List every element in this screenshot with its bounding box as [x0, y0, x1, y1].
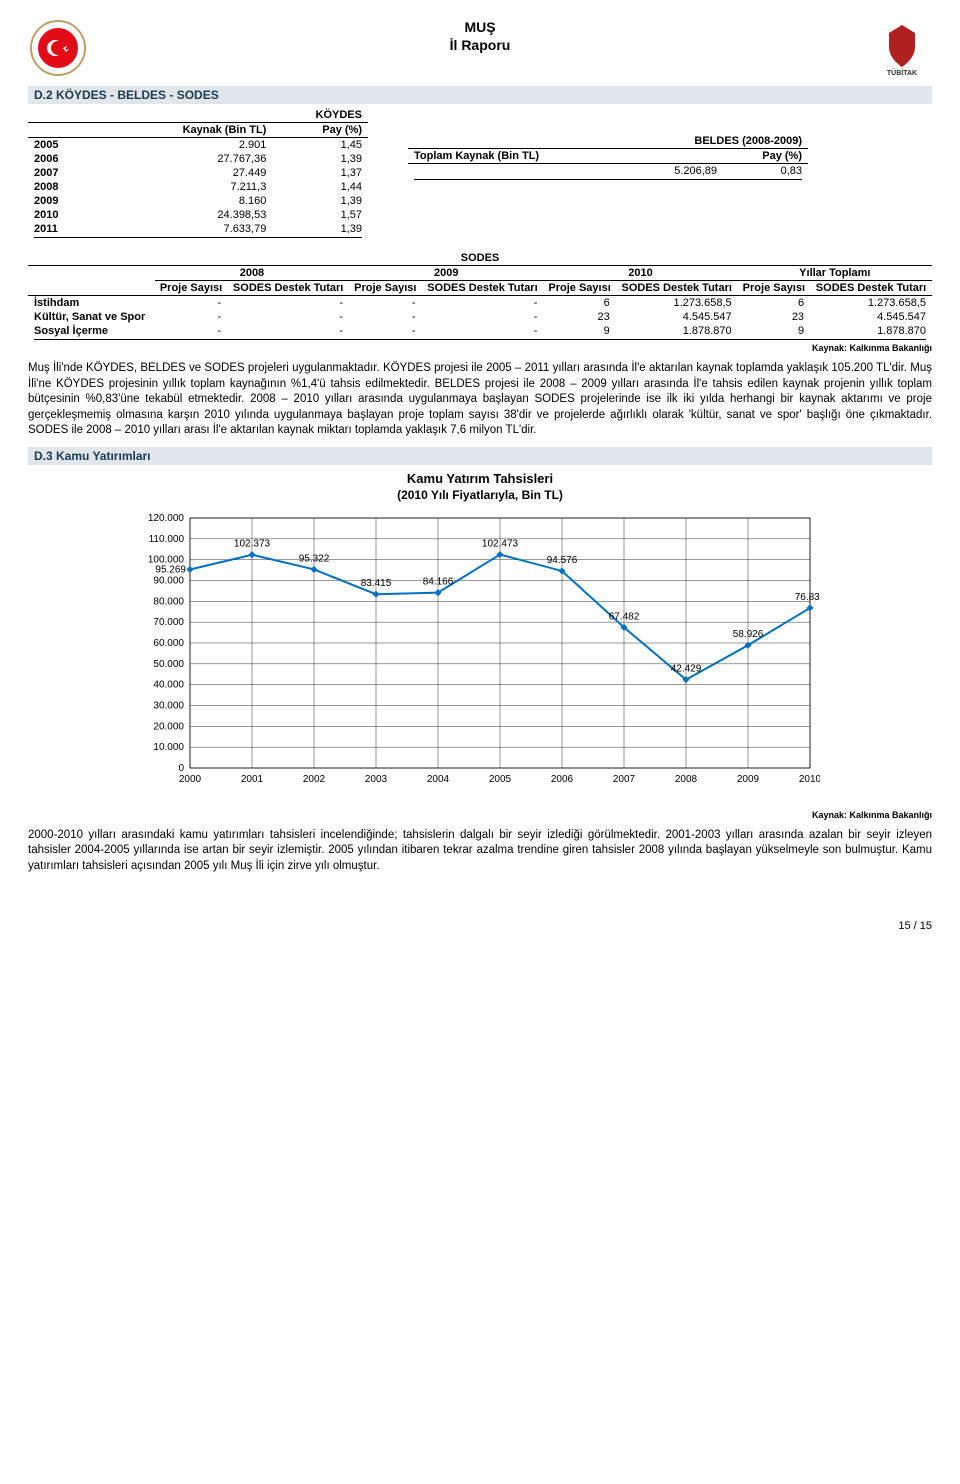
- chart-title: Kamu Yatırım Tahsisleri: [140, 471, 820, 486]
- table-row: 5.206,890,83: [408, 164, 808, 179]
- svg-text:2000: 2000: [179, 774, 202, 785]
- svg-text:76.837: 76.837: [795, 592, 820, 603]
- svg-text:94.576: 94.576: [547, 555, 578, 566]
- table-row: 201024.398,531,57: [28, 208, 368, 222]
- source-note-2: Kaynak: Kalkınma Bakanlığı: [28, 810, 932, 820]
- section-d3-heading: D.3 Kamu Yatırımları: [28, 447, 932, 465]
- sodes-sub-destek: SODES Destek Tutarı: [422, 281, 544, 296]
- sodes-group-total: Yıllar Toplamı: [738, 266, 932, 281]
- table-row: 200627.767,361,39: [28, 152, 368, 166]
- svg-text:95.322: 95.322: [299, 553, 330, 564]
- svg-text:42.429: 42.429: [671, 663, 702, 674]
- table-row: 20087.211,31,44: [28, 180, 368, 194]
- svg-text:2007: 2007: [613, 774, 636, 785]
- svg-text:102.373: 102.373: [234, 538, 271, 549]
- svg-text:110.000: 110.000: [149, 533, 185, 544]
- koydes-table: KÖYDES Kaynak (Bin TL) Pay (%) 20052.901…: [28, 108, 368, 239]
- line-chart: 0 10.000 20.000 30.000 40.000 50.000 60.000 70.…: [140, 508, 820, 808]
- sodes-sub-destek: SODES Destek Tutarı: [227, 281, 349, 296]
- koydes-beldes-row: KÖYDES Kaynak (Bin TL) Pay (%) 20052.901…: [28, 108, 932, 239]
- svg-text:2006: 2006: [551, 774, 574, 785]
- koydes-col-kaynak: Kaynak (Bin TL): [95, 123, 272, 138]
- svg-text:10.000: 10.000: [153, 742, 184, 753]
- sodes-title: SODES: [28, 251, 932, 266]
- chart-subtitle: (2010 Yılı Fiyatlarıyla, Bin TL): [140, 488, 820, 502]
- page-header: MUŞ İl Raporu TÜBİTAK: [28, 18, 932, 78]
- table-row: 200727.4491,37: [28, 166, 368, 180]
- paragraph-2: 2000-2010 yılları arasındaki kamu yatırı…: [28, 828, 932, 875]
- table-row: Kültür, Sanat ve Spor----234.545.547234.…: [28, 310, 932, 324]
- sodes-sub-proje: Proje Sayısı: [543, 281, 615, 296]
- title-line-2: İl Raporu: [88, 36, 872, 54]
- svg-text:60.000: 60.000: [153, 638, 184, 649]
- beldes-title: BELDES (2008-2009): [408, 134, 808, 149]
- svg-text:20.000: 20.000: [153, 721, 184, 732]
- svg-text:2003: 2003: [365, 774, 388, 785]
- beldes-table: BELDES (2008-2009) Toplam Kaynak (Bin TL…: [408, 134, 808, 181]
- table-row: Sosyal İçerme----91.878.87091.878.870: [28, 324, 932, 338]
- koydes-col-pay: Pay (%): [272, 123, 368, 138]
- source-note-1: Kaynak: Kalkınma Bakanlığı: [28, 343, 932, 353]
- svg-text:102.473: 102.473: [482, 538, 519, 549]
- svg-text:30.000: 30.000: [153, 700, 184, 711]
- svg-text:2008: 2008: [675, 774, 698, 785]
- sodes-sub-proje: Proje Sayısı: [738, 281, 810, 296]
- table-row: 20052.9011,45: [28, 138, 368, 153]
- svg-text:80.000: 80.000: [153, 596, 184, 607]
- table-row: İstihdam----61.273.658,561.273.658,5: [28, 296, 932, 311]
- svg-text:67.482: 67.482: [609, 611, 640, 622]
- logo-left: [28, 18, 88, 78]
- svg-text:120.000: 120.000: [148, 513, 185, 524]
- koydes-title: KÖYDES: [28, 108, 368, 123]
- svg-text:2002: 2002: [303, 774, 326, 785]
- sodes-sub-proje: Proje Sayısı: [155, 281, 227, 296]
- sodes-sub-destek: SODES Destek Tutarı: [616, 281, 738, 296]
- svg-text:95.269: 95.269: [155, 564, 186, 575]
- sodes-group-2008: 2008: [155, 266, 349, 281]
- svg-text:0: 0: [178, 763, 184, 774]
- sodes-group-2009: 2009: [349, 266, 543, 281]
- svg-text:2005: 2005: [489, 774, 512, 785]
- svg-text:40.000: 40.000: [153, 679, 184, 690]
- paragraph-1: Muş İli'nde KÖYDES, BELDES ve SODES proj…: [28, 361, 932, 439]
- page-title-block: MUŞ İl Raporu: [88, 18, 872, 54]
- section-d2-heading: D.2 KÖYDES - BELDES - SODES: [28, 86, 932, 104]
- svg-text:2001: 2001: [241, 774, 264, 785]
- table-row: 20117.633,791,39: [28, 222, 368, 236]
- svg-text:50.000: 50.000: [153, 658, 184, 669]
- svg-text:58.926: 58.926: [733, 629, 764, 640]
- svg-text:2004: 2004: [427, 774, 450, 785]
- beldes-col-pay: Pay (%): [723, 149, 808, 164]
- chart-container: Kamu Yatırım Tahsisleri (2010 Yılı Fiyat…: [140, 471, 820, 808]
- svg-text:70.000: 70.000: [153, 617, 184, 628]
- svg-text:90.000: 90.000: [153, 575, 184, 586]
- svg-text:84.166: 84.166: [423, 576, 454, 587]
- sodes-sub-proje: Proje Sayısı: [349, 281, 421, 296]
- sodes-group-2010: 2010: [543, 266, 737, 281]
- logo-right: TÜBİTAK: [872, 18, 932, 78]
- title-line-1: MUŞ: [88, 18, 872, 36]
- table-row: 20098.1601,39: [28, 194, 368, 208]
- sodes-table: SODES 2008 2009 2010 Yıllar Toplamı Proj…: [28, 251, 932, 341]
- svg-text:83.415: 83.415: [361, 578, 392, 589]
- beldes-col-kaynak: Toplam Kaynak (Bin TL): [408, 149, 633, 164]
- svg-text:2010: 2010: [799, 774, 820, 785]
- svg-text:TÜBİTAK: TÜBİTAK: [887, 68, 917, 77]
- sodes-sub-destek: SODES Destek Tutarı: [810, 281, 932, 296]
- page-footer: 15 / 15: [28, 920, 932, 932]
- svg-text:2009: 2009: [737, 774, 760, 785]
